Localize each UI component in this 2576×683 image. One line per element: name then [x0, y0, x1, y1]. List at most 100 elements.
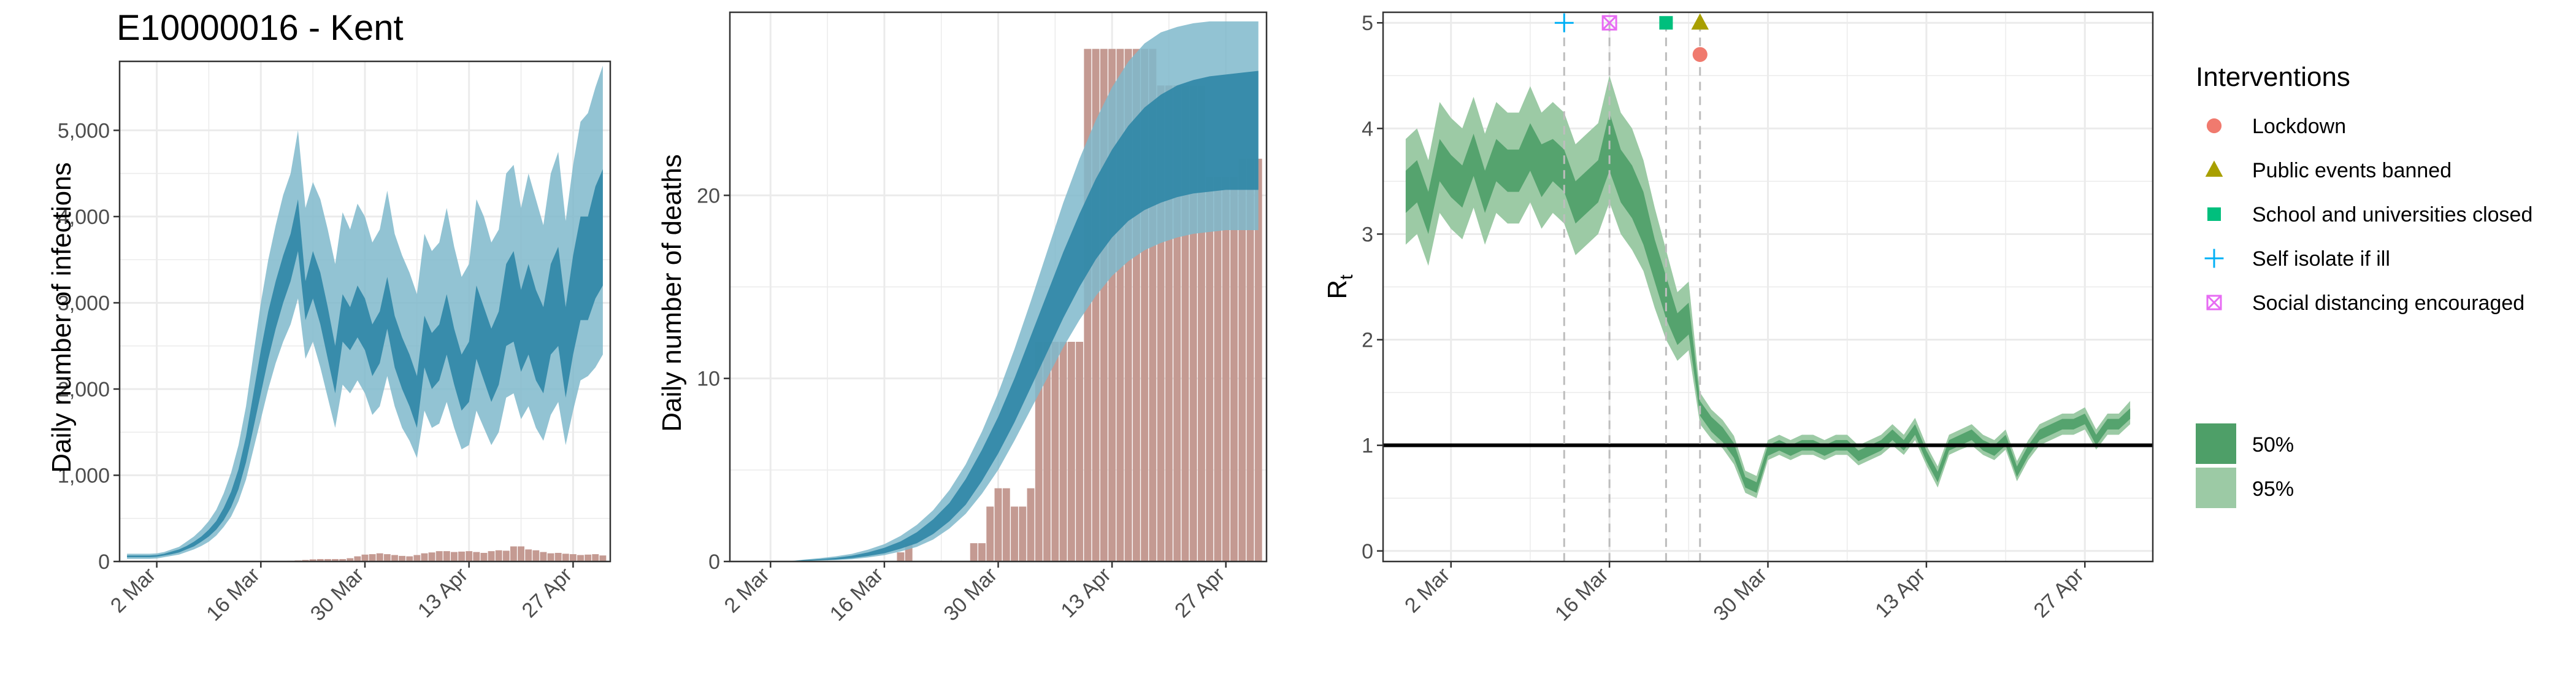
bar [428, 552, 435, 561]
bar [1149, 48, 1157, 561]
y-tick-label: 10 [697, 368, 720, 391]
bar [1165, 85, 1173, 562]
y-tick-label: 1 [1362, 434, 1373, 458]
bar [1051, 342, 1059, 561]
bar [391, 555, 398, 561]
x-tick-label: 2 Mar [106, 563, 160, 617]
bar [406, 556, 413, 561]
y-tick-label: 20 [697, 184, 720, 207]
legend-item: Self isolate if ill [2204, 247, 2390, 271]
bar [897, 552, 905, 561]
band-50 [1405, 112, 2131, 493]
bar [1214, 177, 1222, 561]
bar [1027, 488, 1035, 561]
intervention-marker [1691, 13, 1709, 30]
bar [1230, 177, 1238, 561]
bar [1197, 85, 1205, 562]
band-50 [127, 169, 603, 558]
legend-band-label: 95% [2252, 477, 2294, 501]
y-tick-label: 5,000 [58, 119, 110, 142]
bar [1002, 488, 1010, 561]
intervention-marker [1554, 13, 1574, 33]
bar [510, 546, 517, 561]
x-tick-label: 27 Apr [1170, 563, 1229, 622]
bar [473, 552, 480, 561]
boxx-box [2206, 295, 2222, 311]
legend-band-label: 50% [2252, 433, 2294, 457]
legend-marker [2207, 207, 2221, 221]
bar [1206, 177, 1214, 561]
bar [1043, 342, 1051, 561]
bar [1076, 342, 1084, 561]
legend-label: School and universities closed [2252, 203, 2532, 226]
bar [540, 552, 547, 561]
bar [1011, 506, 1018, 561]
boxx-d2 [2206, 295, 2222, 311]
bar [1181, 85, 1189, 562]
bar [369, 554, 376, 561]
legend-label: Self isolate if ill [2252, 247, 2390, 271]
bar [1157, 85, 1165, 562]
bar [399, 555, 406, 561]
legend-swatch [2196, 423, 2236, 464]
y-axis-label-subscript: t [1336, 274, 1357, 280]
bar [577, 555, 584, 561]
bar [1124, 48, 1132, 561]
bar [309, 559, 316, 561]
x-tick-label: 27 Apr [518, 563, 577, 622]
x-tick-label: 2 Mar [1400, 563, 1454, 617]
legend-item: Social distancing encouraged [2206, 291, 2524, 315]
legend-marker [2206, 118, 2222, 134]
bar [532, 550, 540, 561]
legend: Interventions Lockdown Public events banne… [2196, 62, 2532, 508]
bar [1059, 342, 1067, 561]
panel-infections: 0 1,000 2,000 3,000 4,000 5,000 2 Mar 16 Mar 30 … [47, 60, 611, 626]
bar [1067, 342, 1075, 561]
bar [502, 550, 510, 561]
y-tick-label: 4 [1362, 117, 1373, 141]
x-tick-label: 13 Apr [1056, 563, 1115, 622]
x-tick-label: 2 Mar [720, 563, 774, 617]
x-tick-label: 27 Apr [2030, 563, 2088, 622]
bar [488, 551, 495, 561]
bar [569, 554, 577, 561]
y-tick-label: 1,000 [58, 464, 110, 487]
bar [354, 556, 361, 561]
y-tick-label: 2,000 [58, 378, 110, 401]
bar [518, 546, 524, 561]
bar [1100, 48, 1108, 561]
bar [302, 560, 309, 561]
bar [421, 553, 428, 561]
legend-item: School and universities closed [2207, 203, 2532, 226]
legend-item: Lockdown [2206, 115, 2346, 138]
bar [480, 552, 488, 561]
bar [443, 551, 450, 561]
boxx-box [1601, 15, 1617, 31]
panel-rt: 0 1 2 3 4 5 2 Mar 16 Mar 30 Mar 13 Apr 27 Apr Rt [1322, 11, 2154, 626]
y-tick-label: 5 [1362, 12, 1373, 35]
x-tick-label: 13 Apr [413, 563, 472, 622]
band-50 [754, 71, 1259, 561]
boxx-d2 [1602, 15, 1617, 31]
y-tick-label: 3 [1362, 223, 1373, 246]
y-tick-label: 4,000 [58, 206, 110, 229]
bar [413, 555, 421, 561]
bar [978, 543, 986, 561]
bar [1189, 85, 1197, 562]
bar [316, 559, 324, 561]
x-tick-label: 30 Mar [1709, 563, 1771, 626]
legend-item: Public events banned [2205, 159, 2451, 182]
y-tick-label: 0 [1362, 540, 1373, 563]
bar [1246, 158, 1254, 562]
y-axis-label: Daily number of infections [47, 162, 77, 473]
bar [1238, 158, 1246, 562]
bar [554, 552, 562, 561]
legend-marker [2204, 249, 2224, 268]
bar [339, 559, 347, 561]
legend-label: Lockdown [2252, 115, 2346, 138]
bar [361, 554, 369, 561]
x-tick-label: 16 Mar [202, 563, 264, 626]
bar [1132, 48, 1140, 561]
y-axis-label: Daily number of deaths [657, 154, 687, 431]
